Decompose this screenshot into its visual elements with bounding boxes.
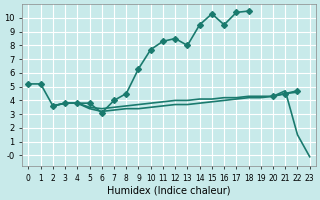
X-axis label: Humidex (Indice chaleur): Humidex (Indice chaleur) <box>107 186 231 196</box>
